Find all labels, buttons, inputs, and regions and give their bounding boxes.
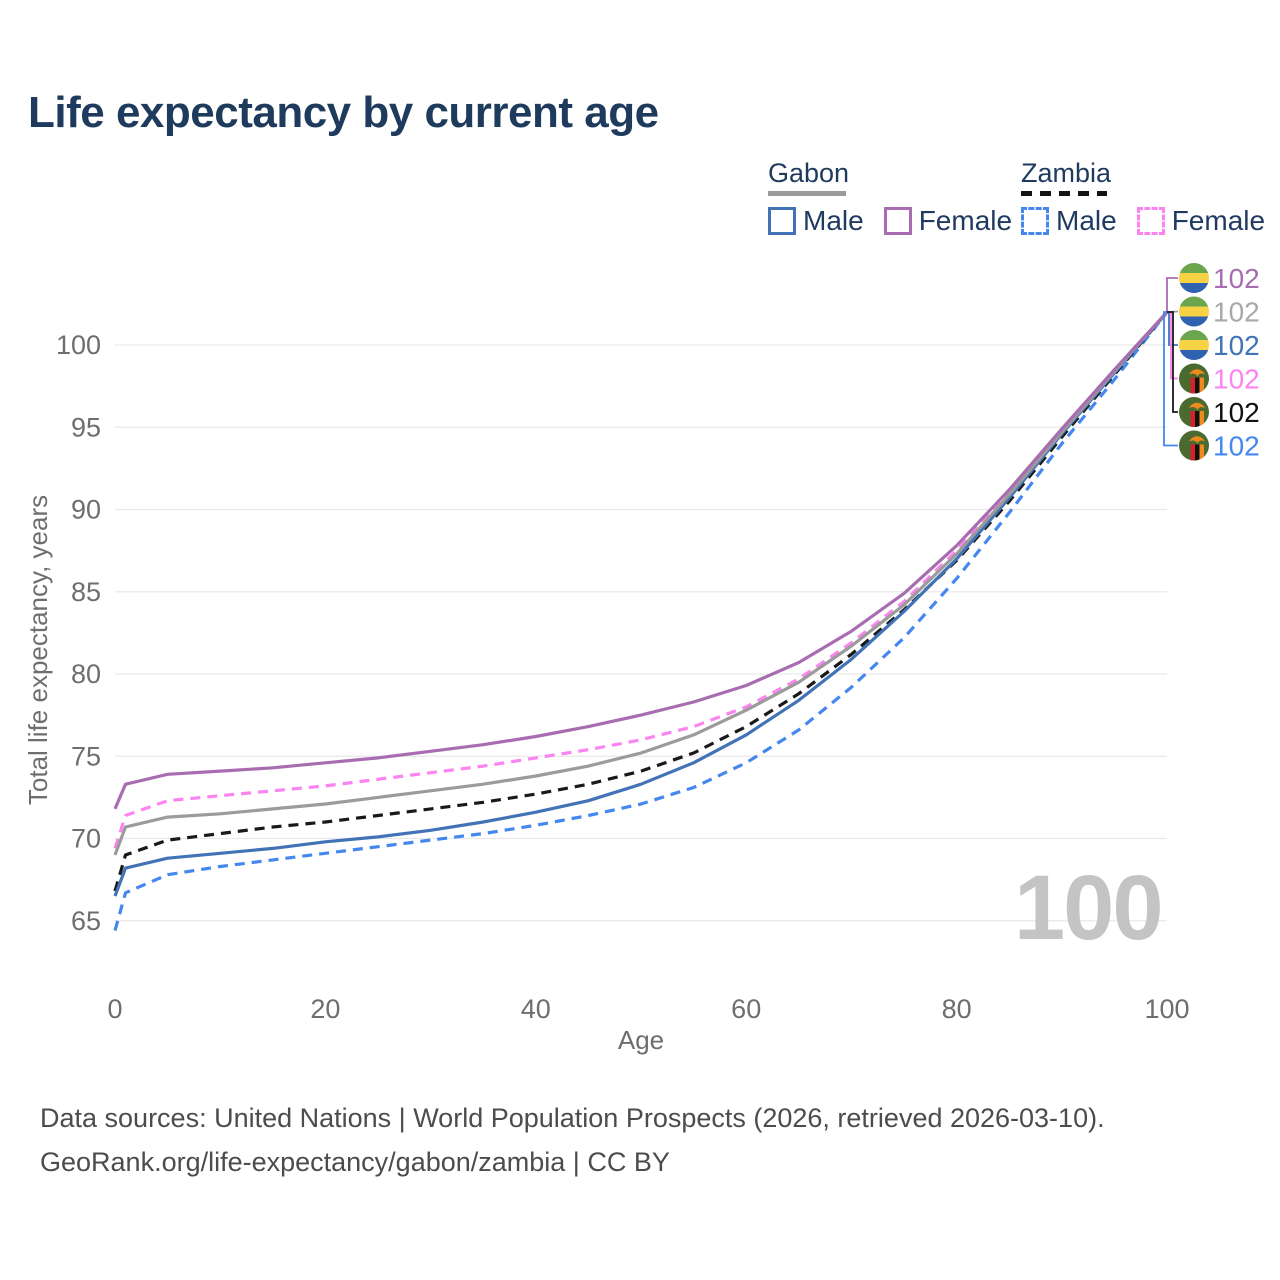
attribution-link-text[interactable]: GeoRank.org/life-expectancy/gabon/zambia… <box>40 1147 670 1177</box>
legend-group-zambia: Zambia Male Female <box>1021 158 1265 237</box>
y-tick-label: 75 <box>71 741 101 771</box>
end-value-label-gabon-female[interactable]: 102 <box>1213 263 1260 294</box>
legend-label: Male <box>1056 205 1117 236</box>
x-tick-label: 80 <box>942 994 972 1024</box>
legend-item-zambia-male[interactable]: Male <box>1021 205 1117 237</box>
end-value-label-zambia-both-sexes[interactable]: 102 <box>1213 397 1260 428</box>
legend-item-gabon-male[interactable]: Male <box>768 205 864 237</box>
gabon-female-swatch-icon <box>883 207 912 235</box>
y-tick-label: 70 <box>71 824 101 854</box>
legend-item-zambia-female[interactable]: Female <box>1136 205 1266 237</box>
series-line-zambia-female[interactable] <box>113 311 1169 849</box>
legend-group-gabon: Gabon Male Female <box>768 158 1012 237</box>
zambia-female-swatch-icon <box>1136 207 1165 235</box>
footer: Data sources: United Nations | World Pop… <box>40 1103 1105 1191</box>
zambia-male-swatch-icon <box>1021 207 1049 235</box>
y-tick-label: 90 <box>71 495 101 525</box>
x-tick-label: 60 <box>731 994 761 1024</box>
y-tick-label: 65 <box>71 906 101 936</box>
y-tick-label: 95 <box>71 412 101 442</box>
gabon-flag-icon <box>1179 330 1209 360</box>
y-tick-label: 100 <box>56 330 101 360</box>
legend-country-zambia[interactable]: Zambia <box>1021 158 1112 188</box>
x-axis-title: Age <box>618 1025 664 1055</box>
x-tick-label: 100 <box>1144 994 1189 1024</box>
gabon-male-swatch-icon <box>768 207 796 235</box>
y-tick-label: 85 <box>71 577 101 607</box>
series-line-zambia-both-sexes[interactable] <box>113 311 1169 892</box>
gabon-flag-icon <box>1179 296 1209 327</box>
y-tick-label: 80 <box>71 659 101 689</box>
leader-line-zambia-male <box>1163 311 1178 447</box>
zambia-flag-icon <box>1179 397 1209 427</box>
x-tick-label: 20 <box>310 994 340 1024</box>
chart-title: Life expectancy by current age <box>28 88 659 137</box>
series-line-gabon-male[interactable] <box>113 311 1169 897</box>
y-axis-title: Total life expectancy, years <box>23 495 53 805</box>
legend-country-gabon[interactable]: Gabon <box>768 158 850 188</box>
series-line-zambia-male[interactable] <box>113 311 1169 932</box>
zambia-flag-icon <box>1179 430 1209 461</box>
legend-label: Female <box>1171 205 1266 236</box>
end-value-label-zambia-female[interactable]: 102 <box>1213 364 1260 395</box>
leader-line-zambia-both-sexes <box>1167 311 1178 413</box>
series-line-gabon-both-sexes[interactable] <box>113 311 1169 856</box>
x-tick-label: 40 <box>521 994 551 1024</box>
age-counter-watermark: 100 <box>1014 857 1163 959</box>
gabon-solid-line-sample <box>768 191 846 196</box>
legend-item-gabon-female[interactable]: Female <box>883 205 1013 237</box>
zambia-flag-icon <box>1179 363 1209 394</box>
data-sources-text: Data sources: United Nations | World Pop… <box>40 1103 1105 1133</box>
end-value-label-zambia-male[interactable]: 102 <box>1213 431 1260 462</box>
end-value-label-gabon-male[interactable]: 102 <box>1213 330 1260 361</box>
leader-line-gabon-female <box>1166 277 1178 312</box>
gabon-flag-icon <box>1179 263 1209 293</box>
legend-label: Male <box>803 205 864 236</box>
series-line-gabon-female[interactable] <box>113 311 1169 810</box>
legend-label: Female <box>918 205 1013 236</box>
end-value-label-gabon-both-sexes[interactable]: 102 <box>1213 297 1260 328</box>
x-tick-label: 0 <box>107 994 122 1024</box>
zambia-dashed-line-sample <box>1021 191 1107 196</box>
